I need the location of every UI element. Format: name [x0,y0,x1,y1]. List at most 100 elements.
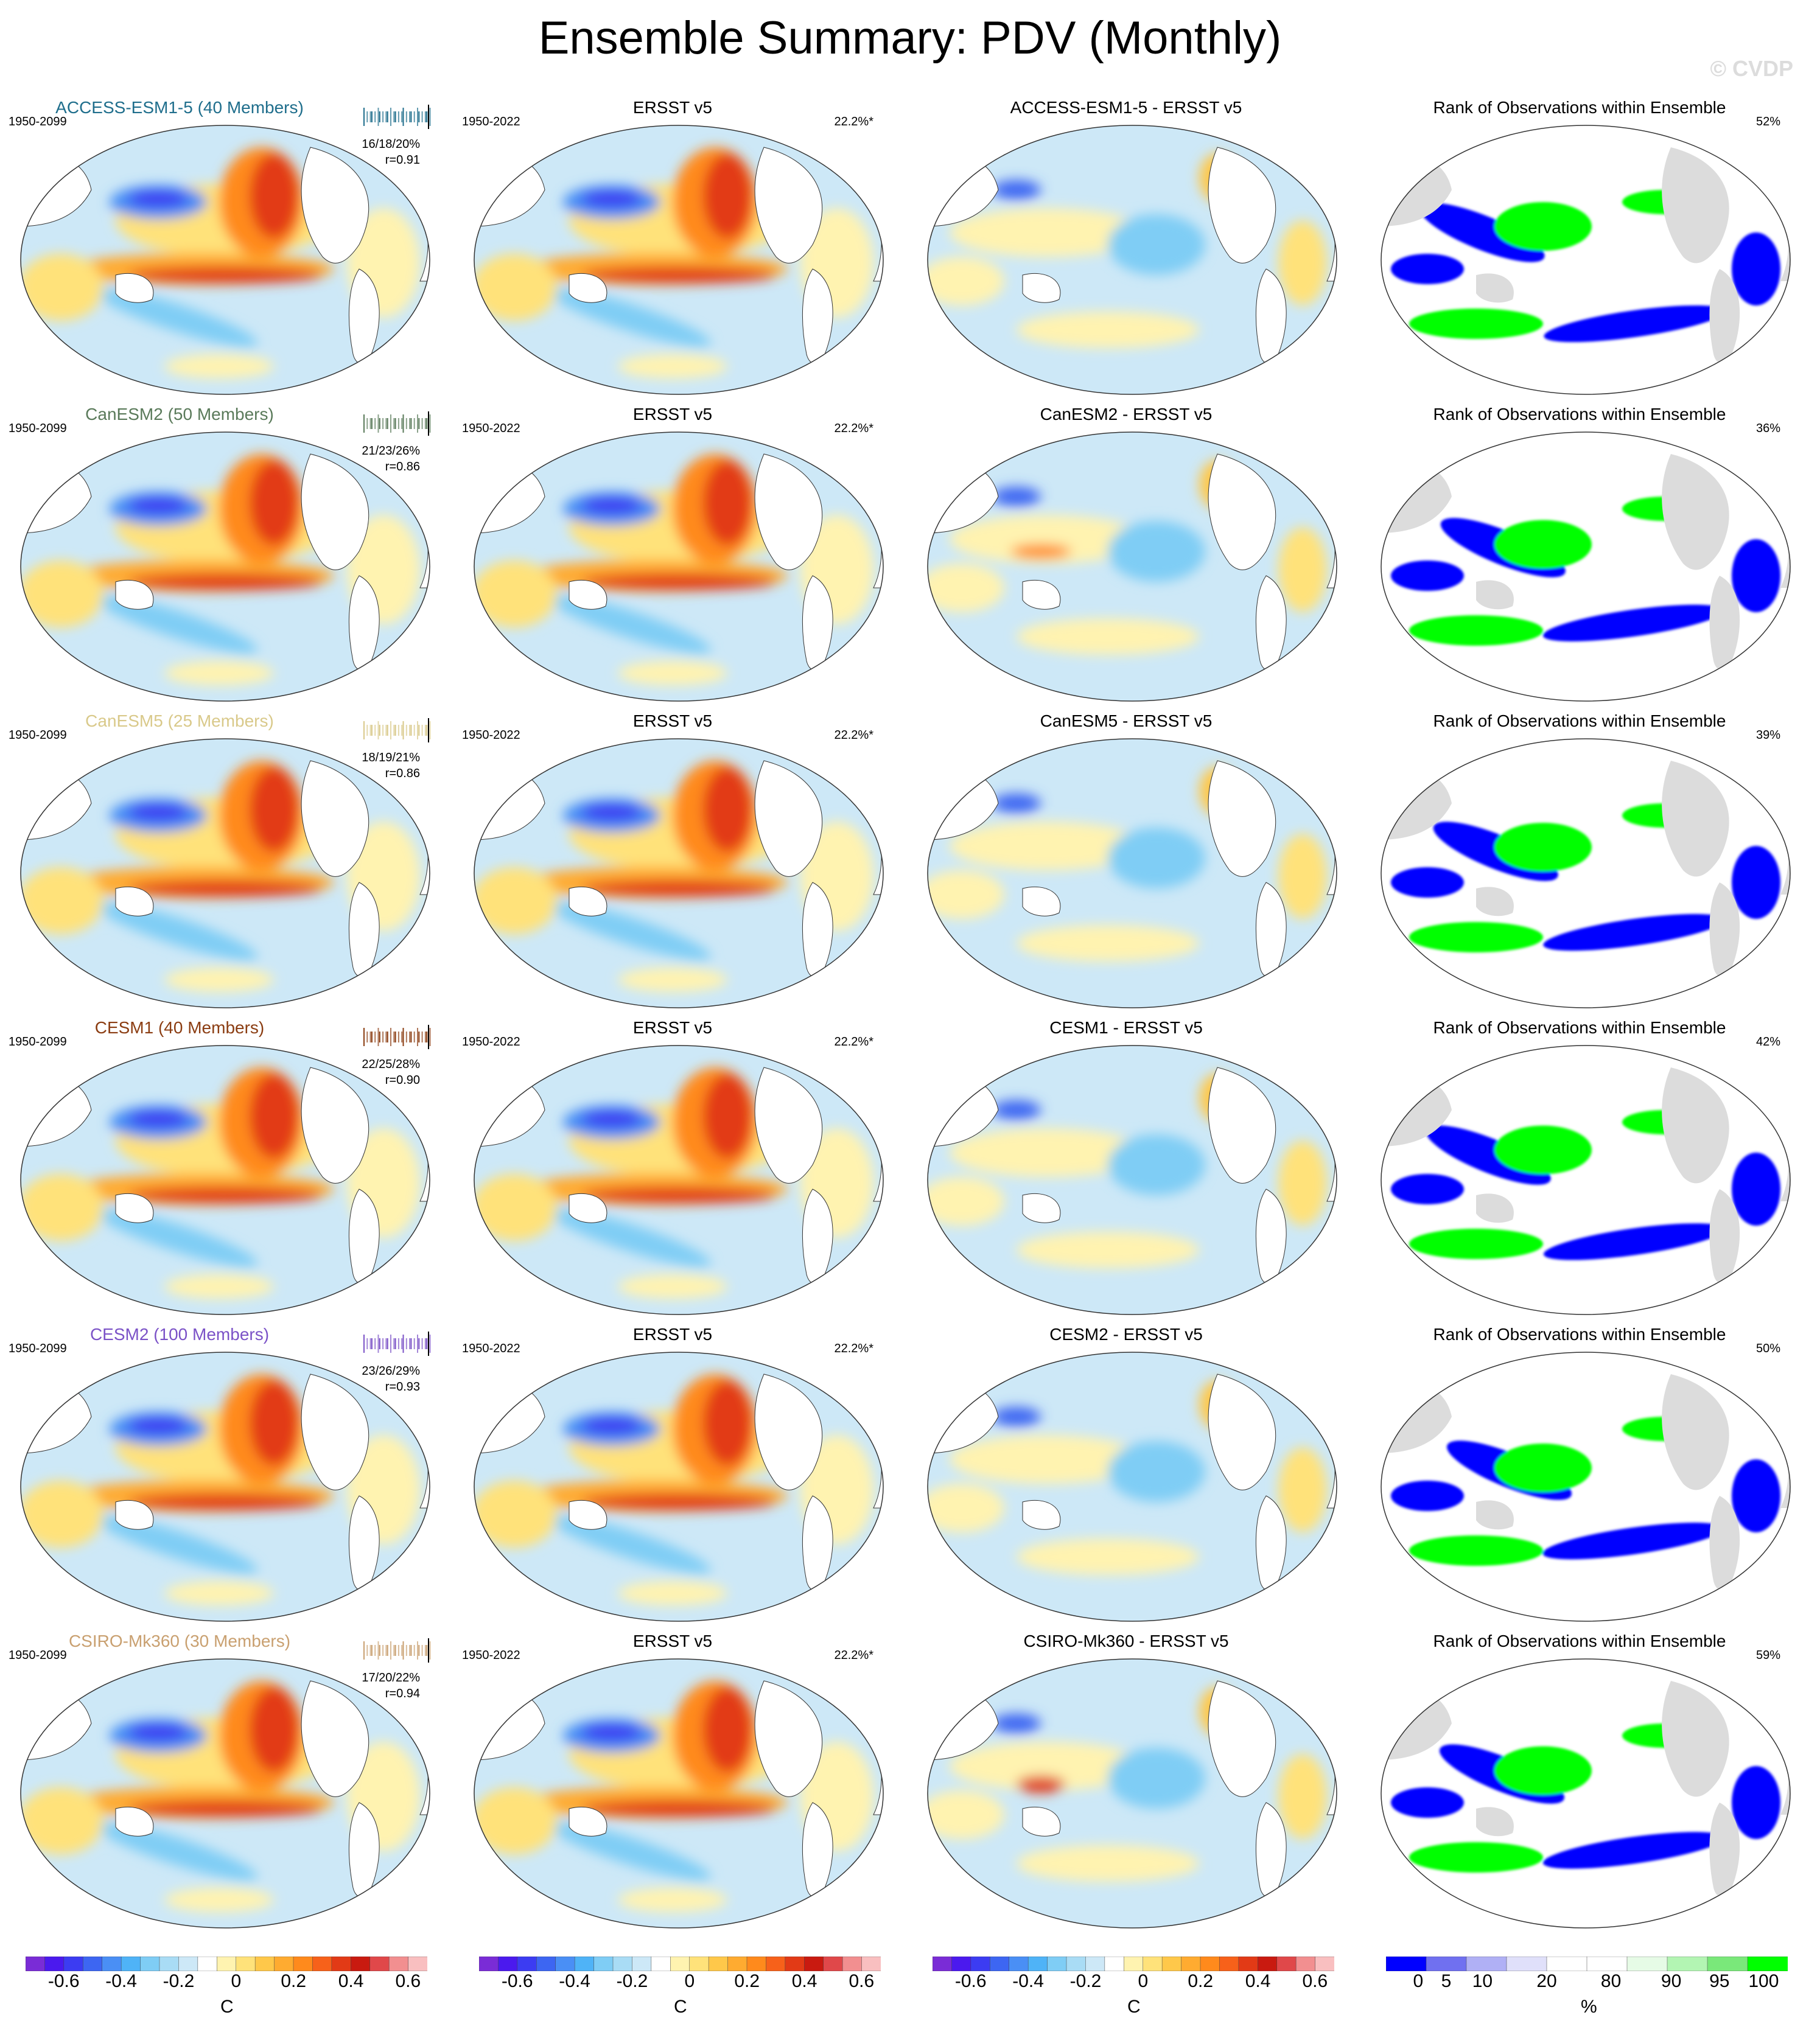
colorbar-swatch [178,1957,198,1971]
colorbar-swatch [1707,1957,1748,1971]
rank-map [1379,430,1793,704]
rank-percent: 52% [1755,115,1780,128]
map-graphic [927,738,1337,1008]
obs-map [472,1657,886,1930]
spread-strip [360,101,437,133]
obs-years: 1950-2022 [462,422,520,435]
colorbar-swatch [933,1957,953,1971]
model-map [18,736,432,1010]
diff-panel: CanESM5 - ERSST v5 [907,711,1345,1018]
rank-title: Rank of Observations within Ensemble [1433,1632,1726,1650]
colorbar-swatch [689,1957,709,1971]
model-title: CESM2 (100 Members) [89,1325,270,1344]
rank-panel: Rank of Observations within Ensemble 42% [1360,1018,1799,1324]
colorbar-swatch [823,1957,843,1971]
colorbar-tick-label: -0.6 [501,1971,533,1991]
colorbar-tick-label: 100 [1748,1971,1779,1991]
colorbar-swatch [369,1957,390,1971]
colorbar-swatch [1161,1957,1182,1971]
map-graphic [474,431,884,702]
page-title: Ensemble Summary: PDV (Monthly) [538,12,1282,64]
colorbar-swatch [388,1957,409,1971]
colorbar-swatch [651,1957,671,1971]
colorbar-swatch [842,1957,863,1971]
obs-map [472,736,886,1010]
obs-map [472,1043,886,1317]
model-title: CanESM5 (25 Members) [85,711,274,730]
model-panel: CSIRO-Mk360 (30 Members) 1950-2099 17/20/2… [0,1631,438,1938]
model-panel: CanESM2 (50 Members) 1950-2099 21/23/26% r=… [0,404,438,711]
model-correlation: r=0.86 [385,767,420,780]
colorbar-tick-label: 0.6 [395,1971,421,1991]
ensemble-spread-strip [363,105,431,129]
colorbar-swatch [1546,1957,1587,1971]
model-map [18,430,432,704]
rank-title: Rank of Observations within Ensemble [1433,1325,1726,1344]
model-percentiles: 16/18/20% [362,138,420,151]
rank-map [1379,1043,1793,1317]
model-stats: 21/23/26% r=0.86 [362,443,420,475]
rank-title: Rank of Observations within Ensemble [1433,98,1726,117]
model-percentiles: 18/19/21% [362,751,420,764]
obs-panel: ERSST v5 1950-2022 22.2%* [453,711,892,1018]
obs-percent: 22.2%* [834,1649,874,1662]
obs-panel: ERSST v5 1950-2022 22.2%* [453,1324,892,1631]
colorbar-swatch [727,1957,747,1971]
obs-title: ERSST v5 [632,405,713,424]
model-percentiles: 23/26/29% [362,1364,420,1378]
model-correlation: r=0.91 [385,153,420,167]
map-graphic [474,125,884,395]
colorbar-swatch [1085,1957,1105,1971]
colorbar-tick-label: -0.2 [1069,1971,1102,1991]
colorbar-tick-label: -0.6 [47,1971,80,1991]
model-panel: ACCESS-ESM1-5 (40 Members) 1950-2099 16/18… [0,97,438,404]
model-years: 1950-2099 [9,728,67,742]
colorbar-tick-label: 5 [1441,1971,1452,1991]
rank-map [1379,1657,1793,1930]
colorbar-swatch [498,1957,518,1971]
colorbar-swatch [1047,1957,1067,1971]
map-graphic [927,1658,1337,1929]
map-graphic [20,1045,430,1315]
colorbar-swatch [536,1957,556,1971]
obs-title: ERSST v5 [632,98,713,117]
colorbar-swatch [593,1957,614,1971]
colorbar-tick-label: -0.4 [1012,1971,1044,1991]
obs-percent: 22.2%* [834,422,874,435]
colorbar-swatch [351,1957,371,1971]
colorbar-swatch [1276,1957,1297,1971]
colorbar-swatch [951,1957,971,1971]
colorbar-swatch [612,1957,633,1971]
colorbar-swatch [1009,1957,1029,1971]
figure-row: CanESM2 (50 Members) 1950-2099 21/23/26% r=… [0,404,1820,711]
colorbar-swatch [1667,1957,1708,1971]
colorbar-swatch [121,1957,141,1971]
rank-map [1379,123,1793,397]
colorbar-tick-label: 0.2 [1188,1971,1214,1991]
spread-strip [360,1635,437,1666]
colorbar-tick-label: -0.6 [954,1971,987,1991]
obs-title: ERSST v5 [632,1632,713,1650]
obs-panel: ERSST v5 1950-2022 22.2%* [453,1018,892,1324]
ensemble-spread-strip [363,1025,431,1049]
model-correlation: r=0.90 [385,1074,420,1087]
obs-years: 1950-2022 [462,1649,520,1662]
colorbar-tick-label: 0 [684,1971,695,1991]
rank-title: Rank of Observations within Ensemble [1433,711,1726,730]
colorbar-swatches [1386,1957,1788,1971]
colorbar-swatch [1200,1957,1220,1971]
model-title: CESM1 (40 Members) [94,1018,265,1037]
colorbar-swatch [236,1957,256,1971]
model-title: CanESM2 (50 Members) [85,405,274,424]
colorbar-tick-label: 10 [1472,1971,1493,1991]
diff-panel: CESM1 - ERSST v5 [907,1018,1345,1324]
model-panel: CanESM5 (25 Members) 1950-2099 18/19/21% r=… [0,711,438,1018]
colorbar-tick-label: 0.4 [338,1971,364,1991]
obs-title: ERSST v5 [632,711,713,730]
colorbar: -0.6 -0.4 -0.2 0 0.2 0.4 0.6 C [26,1957,427,2017]
model-panel: CESM2 (100 Members) 1950-2099 23/26/29% r=0… [0,1324,438,1631]
diff-panel: CanESM2 - ERSST v5 [907,404,1345,711]
obs-map [472,123,886,397]
model-stats: 18/19/21% r=0.86 [362,750,420,781]
model-map [18,1350,432,1624]
